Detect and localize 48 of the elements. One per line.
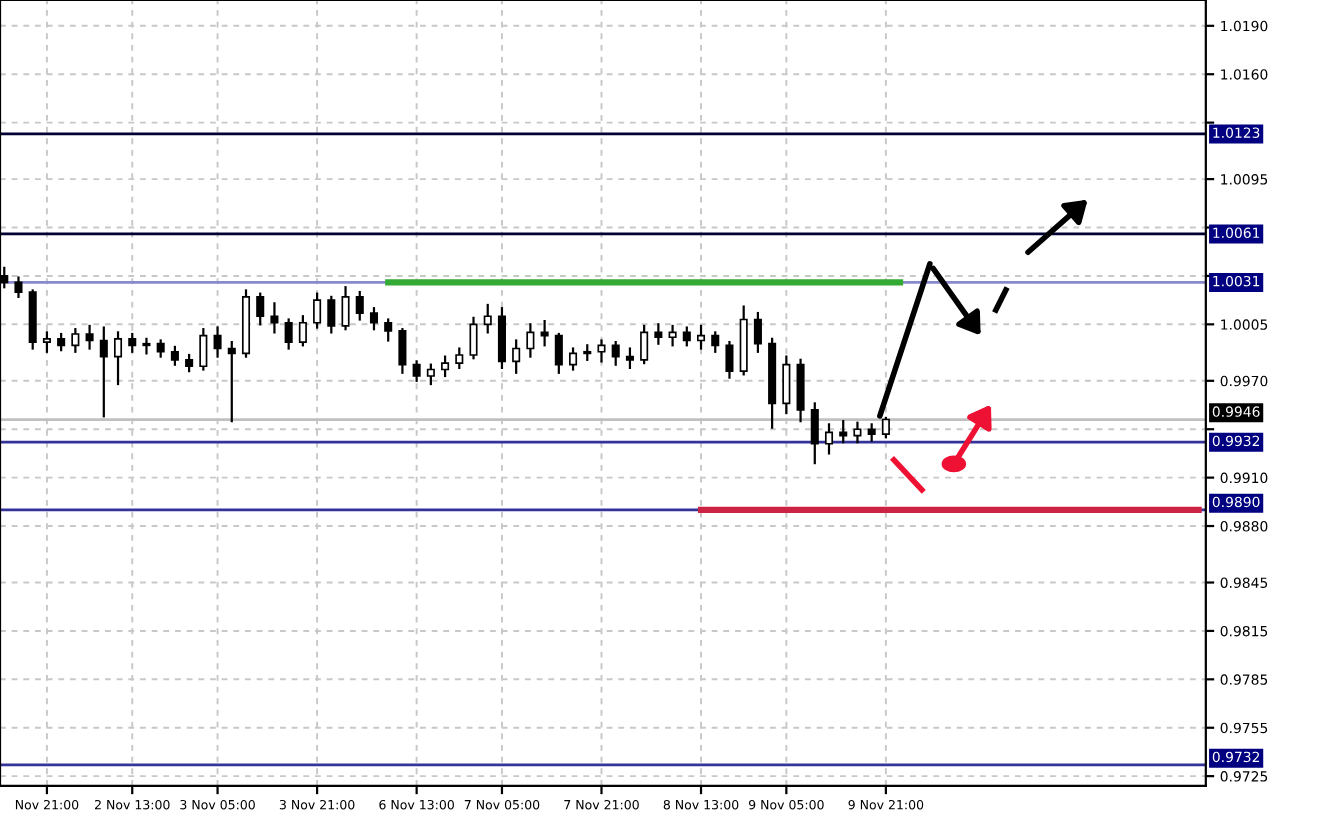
candlestick: [42, 331, 51, 353]
candlestick: [625, 347, 634, 370]
candlestick: [810, 402, 819, 465]
candlestick: [426, 363, 435, 386]
candlestick: [554, 332, 563, 374]
candlestick: [526, 323, 535, 358]
candlestick: [227, 340, 236, 423]
candlestick: [839, 420, 848, 444]
candlestick: [270, 302, 279, 334]
candlestick: [441, 355, 450, 378]
candlestick: [497, 307, 506, 370]
candlestick: [753, 311, 762, 353]
candlestick: [711, 331, 720, 353]
candlestick: [213, 326, 222, 358]
candlestick: [853, 421, 862, 444]
candlestick: [355, 290, 364, 321]
candlestick: [469, 316, 478, 360]
candlestick: [298, 315, 307, 347]
candlestick: [85, 324, 94, 350]
candlestick: [725, 340, 734, 379]
candlestick: [313, 292, 322, 329]
candlestick: [284, 318, 293, 350]
candlestick: [14, 276, 23, 299]
candlestick: [256, 292, 265, 326]
candlestick: [455, 347, 464, 370]
candlestick: [99, 326, 108, 418]
candlestick: [142, 337, 151, 355]
candlestick: [569, 347, 578, 371]
candlestick: [483, 303, 492, 334]
candlestick: [668, 324, 677, 347]
candlestick: [512, 339, 521, 374]
candlestick: [654, 323, 663, 345]
candlestick: [597, 339, 606, 363]
candlestick: [398, 328, 407, 374]
candlestick: [369, 307, 379, 331]
candlestick: [71, 328, 80, 353]
candlestick: [796, 358, 805, 423]
candlestick: [341, 286, 350, 331]
candlestick: [384, 318, 393, 342]
candlestick: [611, 340, 620, 366]
candlestick: [824, 423, 834, 455]
candlestick: [113, 331, 123, 386]
candlestick: [327, 295, 336, 334]
candlestick: [412, 360, 421, 382]
candlestick: [640, 324, 649, 365]
candlestick: [782, 355, 791, 415]
candlestick: [199, 328, 208, 371]
candlestick: [696, 324, 706, 350]
